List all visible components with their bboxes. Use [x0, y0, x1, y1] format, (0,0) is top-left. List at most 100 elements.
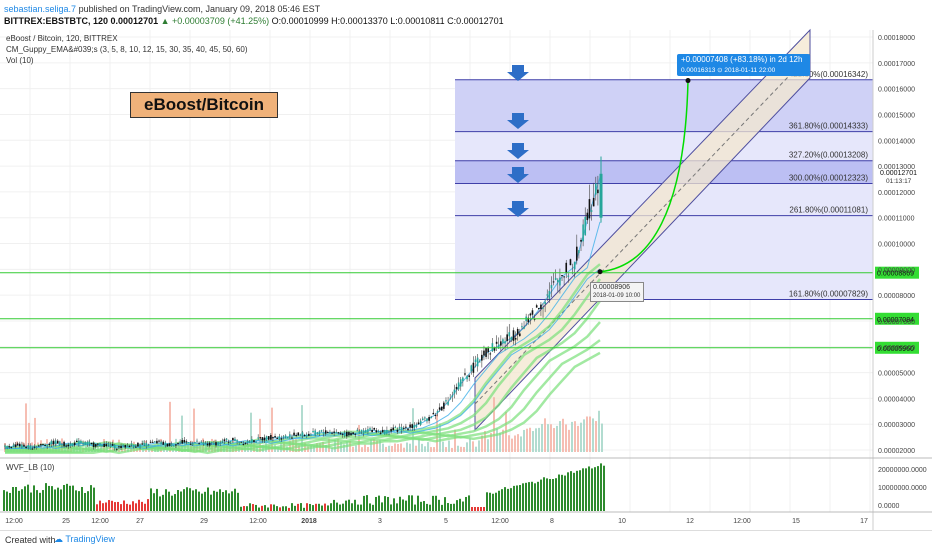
candle-body	[402, 427, 405, 429]
candle-body	[367, 429, 369, 433]
wvf-bar	[24, 486, 26, 511]
wvf-bar	[402, 499, 404, 511]
volume-bar	[394, 443, 396, 452]
wvf-bar	[327, 505, 329, 511]
candle-body	[396, 429, 399, 432]
candle-body	[584, 216, 587, 236]
wvf-bar	[312, 505, 314, 511]
candle-body	[438, 407, 441, 410]
wvf-bar	[84, 492, 86, 511]
candle-body	[559, 277, 561, 286]
candle-body	[208, 442, 211, 446]
candle-body	[297, 432, 300, 436]
volume-bar	[25, 403, 27, 452]
volume-bar	[331, 447, 333, 452]
candle-body	[552, 281, 555, 283]
candle-body	[440, 406, 443, 411]
candle-body	[424, 417, 426, 419]
wvf-bar	[456, 500, 458, 511]
legend-wvf[interactable]: WVF_LB (10)	[6, 463, 55, 472]
symbol-line: BITTREX:EBSTBTC, 120 0.00012701 ▲ +0.000…	[4, 16, 504, 26]
wvf-bar	[222, 492, 224, 511]
candle-body	[238, 442, 241, 444]
time-tick: 15	[792, 518, 800, 525]
candle-body	[470, 365, 473, 372]
candle-body	[540, 304, 542, 309]
candle-body	[253, 440, 255, 443]
volume-bar	[589, 416, 591, 452]
volume-bar	[553, 428, 555, 452]
support-lines[interactable]: 0.00008869 0.00007084 0.00005960	[0, 266, 919, 354]
candle-body	[445, 400, 447, 402]
countdown-label: 01:13:17	[886, 178, 912, 185]
wvf-bar	[366, 495, 368, 511]
volume-bar	[289, 440, 291, 452]
candle-body	[426, 418, 428, 422]
wvf-bar	[576, 470, 578, 511]
axes[interactable]: 0.00018000 0.00017000 0.00016000 0.00015000…	[0, 30, 932, 530]
wvf-bar	[243, 506, 245, 511]
candle-body	[324, 430, 327, 434]
candle-body	[343, 433, 346, 437]
wvf-bar	[585, 468, 587, 511]
candle-body	[61, 444, 63, 446]
wvf-bar	[216, 491, 218, 511]
candle-body	[69, 443, 72, 447]
time-tick: 8	[550, 518, 554, 525]
candle-body	[436, 411, 439, 413]
wvf-bar	[111, 500, 113, 511]
candle-body	[542, 307, 544, 309]
wvf-bar	[171, 495, 173, 511]
marker-time: 2018-01-09 10:00	[593, 293, 641, 299]
volume-bar	[514, 435, 516, 452]
volume-bar	[427, 442, 429, 452]
candle-body	[348, 432, 350, 436]
volume-bar	[88, 440, 90, 452]
volume-bar	[259, 418, 261, 452]
candle-body	[478, 361, 481, 363]
wvf-bar	[255, 504, 257, 511]
candle-body	[278, 436, 281, 440]
wvf-bar	[432, 495, 434, 511]
price-tick: 0.00015000	[878, 112, 915, 119]
volume-bar	[382, 443, 384, 452]
wvf-bar	[63, 485, 65, 511]
tradingview-logo[interactable]: ☁ TradingView	[54, 534, 115, 544]
legend-guppy[interactable]: CM_Guppy_EMA&#039;s (3, 5, 8, 10, 12, 15…	[6, 45, 248, 54]
wvf-bar	[354, 499, 356, 511]
candle-body	[500, 341, 502, 346]
wvf-bar	[225, 490, 227, 511]
candle-body	[586, 212, 589, 221]
candle-body	[213, 442, 215, 445]
candle-body	[464, 373, 466, 375]
wvf-bar	[369, 503, 371, 511]
volume-bar	[313, 445, 315, 452]
projection-tooltip[interactable]: +0.00007408 (+83.18%) in 2d 12h 0.000163…	[677, 54, 810, 76]
fibonacci-extension[interactable]: 423.60%(0.00016342) 361.80%(0.00014333) 32…	[455, 70, 873, 301]
marker-label[interactable]: 0.00008906 2018-01-09 10:00	[590, 282, 644, 302]
projection-curve[interactable]	[597, 78, 691, 275]
candle-body	[341, 433, 344, 435]
price-tick: 0.00007000	[878, 319, 915, 326]
volume-bar	[301, 405, 303, 452]
created-with-text: Created with	[5, 535, 56, 545]
candle-body	[573, 262, 576, 270]
down-arrow-icon	[507, 201, 529, 217]
chart-area[interactable]: 423.60%(0.00016342)361.80%(0.00014333)32…	[0, 0, 932, 530]
candle-body	[303, 434, 306, 436]
wvf-bar	[381, 502, 383, 511]
candle-body	[259, 437, 262, 439]
candle-body	[225, 438, 228, 440]
projection-end-dot	[685, 78, 691, 84]
time-tick: 5	[444, 518, 448, 525]
volume-bar	[337, 438, 339, 452]
chart-title-box[interactable]: eBoost/Bitcoin	[130, 92, 278, 118]
wvf-bar	[375, 496, 377, 511]
support-price-badge	[875, 266, 919, 279]
legend-volume[interactable]: Vol (10)	[6, 56, 34, 65]
candle-body	[495, 341, 498, 344]
volume-bar	[529, 427, 531, 452]
wvf-bar	[267, 507, 269, 511]
wvf-bar	[549, 479, 551, 511]
author-link[interactable]: sebastian.seliga.7	[4, 4, 77, 14]
